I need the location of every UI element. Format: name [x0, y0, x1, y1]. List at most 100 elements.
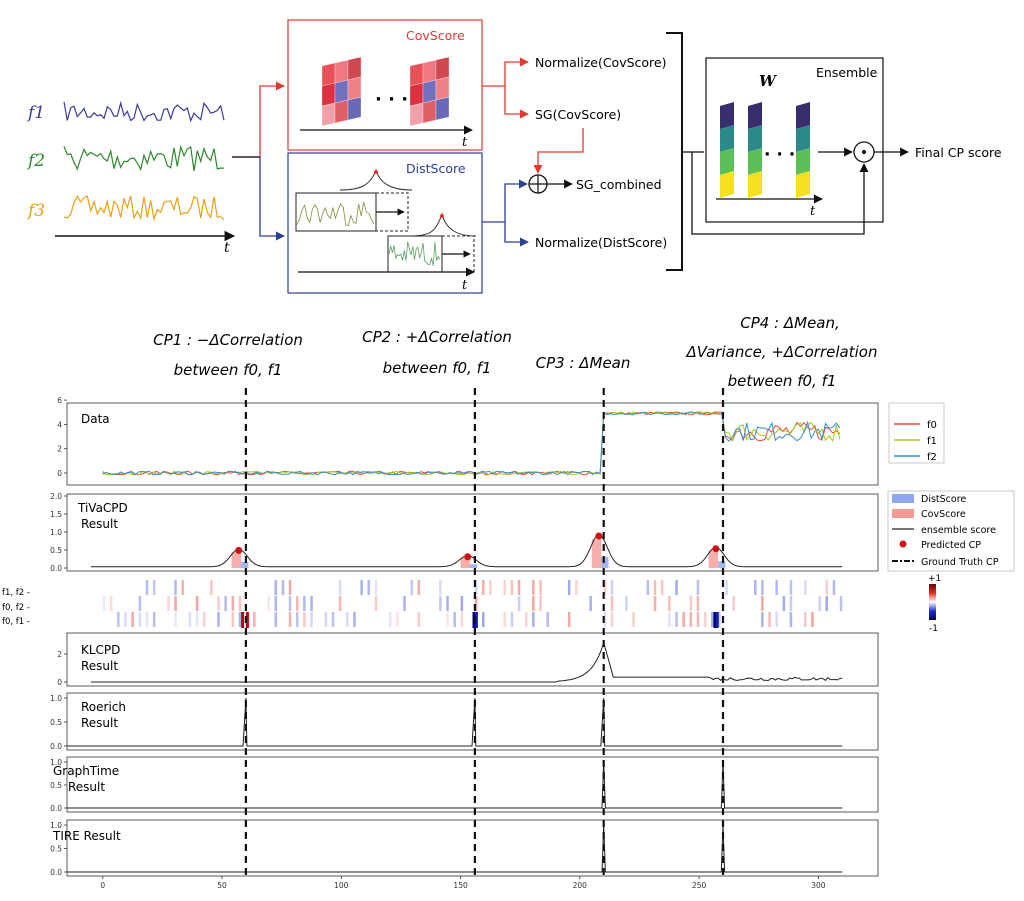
pipeline-diagram: f1 f2 f3 t CovScore · · · t DistScore: [26, 19, 1002, 294]
weight-bar-segment: [796, 102, 810, 129]
heat-cell: [474, 580, 478, 595]
heat-cell: [775, 612, 778, 627]
ensemble-time-label: t: [810, 204, 816, 219]
heat-cell: [517, 580, 521, 595]
graphtime-title-2: Result: [68, 780, 105, 794]
heat-strong-cell: [713, 612, 717, 628]
legend-f1: f1: [927, 436, 937, 447]
distscore-box: DistScore t: [287, 152, 483, 294]
weight-symbol: W: [759, 72, 778, 90]
heat-cell: [346, 612, 349, 627]
weight-bar-segment: [796, 125, 810, 152]
ground-truth-lines: [244, 388, 725, 878]
x-axis-ticks: 0 50 100 150 200 250 300: [100, 876, 826, 890]
heat-cell: [152, 612, 156, 627]
heat-cell: [167, 596, 170, 611]
x-tick-label: 200: [573, 881, 588, 890]
heat-cell: [482, 612, 485, 627]
heat-cell: [510, 612, 514, 627]
cov-cell: [321, 102, 336, 127]
heatmap-row-f0f1: f0, f1 -: [2, 617, 30, 627]
heat-cell: [682, 612, 685, 627]
heat-cell: [281, 580, 285, 595]
heat-cell: [217, 596, 220, 611]
distscore-bar-2: [470, 564, 478, 568]
y-tick-label: 0: [57, 469, 62, 478]
heat-cell: [546, 612, 549, 627]
heat-cell: [374, 580, 378, 595]
roerich-line: [67, 697, 843, 747]
heat-cell: [124, 612, 127, 627]
arrow-normalize-dist: [504, 222, 529, 247]
tivacpd-title-1: TiVaCPD: [77, 501, 128, 515]
heat-cell: [761, 580, 764, 595]
heat-cell: [296, 612, 299, 627]
heat-cell: [575, 580, 578, 595]
tire-panel-frame: [66, 819, 879, 877]
heat-cell: [374, 596, 378, 611]
heat-cell: [603, 612, 607, 627]
heat-cell: [532, 612, 535, 627]
cov-cell: [334, 99, 349, 124]
heat-cell: [768, 612, 771, 627]
cp4-line-3: between f0, f1: [728, 372, 837, 390]
tire-title: TIRE Result: [52, 829, 121, 843]
heat-cell: [689, 596, 693, 611]
heat-cell: [274, 596, 277, 611]
legend-predicted: Predicted CP: [921, 540, 981, 551]
klcpd-title-1: KLCPD: [81, 643, 120, 657]
heat-cell: [367, 580, 370, 595]
feature-label-f3: f3: [26, 201, 45, 221]
heat-cell: [303, 596, 306, 611]
heat-cell: [138, 596, 142, 611]
distscore-bar-1: [241, 561, 249, 568]
normalize-dist-label: Normalize(DistScore): [535, 235, 667, 250]
heat-cell: [231, 612, 235, 627]
cp-annotations: CP1 : −ΔCorrelation between f0, f1 CP2 :…: [153, 314, 877, 390]
heat-cell: [668, 612, 671, 627]
covscore-ellipsis: · · ·: [375, 89, 408, 110]
dist-window-series-2: [388, 241, 441, 266]
heat-cell: [782, 596, 786, 611]
legend-predicted-swatch: [899, 540, 907, 548]
heat-cell: [310, 596, 313, 611]
heatmap-colorbar: +1 -1: [928, 574, 941, 634]
heat-cell: [675, 580, 678, 595]
x-tick-label: 150: [453, 881, 468, 890]
heat-cell: [360, 580, 363, 595]
roerich-title-2: Result: [81, 716, 118, 730]
covscore-bar-4: [708, 550, 719, 568]
y-tick-label: 1.0: [50, 821, 62, 830]
legend-ensemble: ensemble score: [921, 525, 996, 536]
tivacpd-panel-frame: [66, 493, 879, 572]
heat-cell: [646, 580, 650, 595]
covscore-time-label: t: [462, 135, 468, 150]
heat-cell: [288, 580, 292, 595]
heat-cell: [489, 580, 492, 595]
cp4-line-1: CP4 : ΔMean,: [740, 314, 840, 332]
heat-cell: [804, 612, 807, 627]
feature-label-f2: f2: [26, 151, 45, 171]
klcpd-y-ticks: 02: [57, 650, 67, 687]
cov-cell: [334, 79, 349, 104]
covscore-box: CovScore · · · t: [287, 19, 483, 151]
heat-cell: [825, 580, 828, 595]
weight-bar-segment: [748, 148, 762, 175]
weight-bar-segment: [720, 171, 734, 198]
weight-bar-segment: [748, 102, 762, 129]
heat-cell: [482, 580, 485, 595]
heat-cell: [696, 612, 700, 627]
skip-arrow: [691, 152, 869, 235]
arrow-normalize-cov: [482, 57, 529, 87]
graphtime-title-1: GraphTime: [53, 764, 119, 778]
cov-cell: [435, 96, 450, 121]
legend-covscore: CovScore: [921, 509, 966, 520]
data-lines: [102, 411, 841, 476]
heat-cell: [789, 612, 793, 627]
heat-cell: [403, 596, 406, 611]
heat-cell: [102, 596, 106, 611]
covscore-bar-1: [231, 552, 242, 568]
heat-cell: [839, 596, 843, 611]
heat-cell: [625, 596, 628, 611]
